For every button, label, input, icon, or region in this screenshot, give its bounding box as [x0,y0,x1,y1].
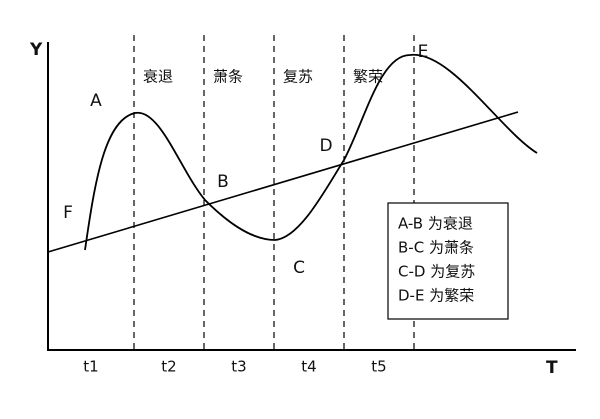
period-dividers [133,35,415,350]
trend-line [47,111,519,253]
legend-entry: C-D 为复苏 [398,263,475,281]
point-label: D [319,136,332,156]
x-axis-label: T [546,358,558,378]
point-label: C [293,258,305,278]
legend-entry: A-B 为衰退 [398,215,473,233]
y-axis-label: Y [29,40,43,60]
point-label: F [63,203,73,223]
legend-entry: D-E 为繁荣 [398,287,474,305]
period-label: t2 [161,358,176,376]
legend-box [387,202,509,320]
phase-label: 衰退 [143,68,173,86]
phase-label: 繁荣 [353,68,383,86]
cycle-curve [84,54,538,251]
phase-label: 复苏 [283,68,313,86]
phase-label: 萧条 [213,68,243,86]
period-label: t5 [371,358,386,376]
period-label: t4 [301,358,316,376]
point-label: B [217,172,229,192]
point-label: E [418,42,429,62]
period-label: t1 [83,358,98,376]
point-label: A [90,91,102,111]
period-label: t3 [231,358,246,376]
legend-entry: B-C 为萧条 [398,239,474,257]
